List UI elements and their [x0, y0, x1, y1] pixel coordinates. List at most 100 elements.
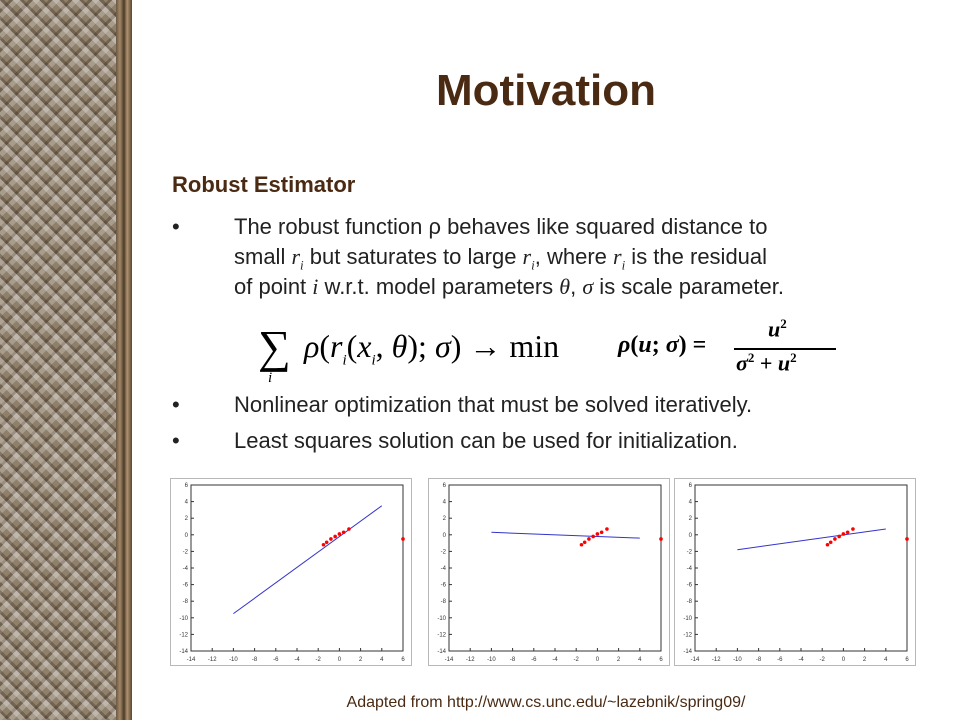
y-tick-label: -10: [179, 616, 188, 622]
x-tick-label: -2: [316, 657, 322, 663]
y-tick-label: -14: [437, 649, 446, 655]
plot-2: -14 -12 -10 -8 -6 -4 -2 0 2 4 6 6 4 2 0 -2 -4 -6 -8 -10 -12 -…: [428, 478, 670, 666]
y-tick-label: -2: [687, 549, 693, 555]
data-point: [347, 527, 351, 531]
y-tick-label: 0: [185, 533, 189, 539]
plot-frame: [448, 484, 662, 652]
sidebar-texture: [0, 0, 132, 720]
x-tick-label: -2: [820, 657, 826, 663]
plot-1: -14 -12 -10 -8 -6 -4 -2 0 2 4 6 6 4 2 0 -2 -4 -6 -8 -10 -12 -…: [170, 478, 412, 666]
y-tick-label: -4: [183, 566, 189, 572]
fit-line: [737, 528, 886, 551]
x-tick-label: -4: [294, 657, 300, 663]
math-theta: θ: [559, 274, 571, 299]
x-tick-label: 6: [905, 657, 909, 663]
data-point: [841, 532, 846, 536]
y-tick-label: -6: [441, 583, 447, 589]
sum-body: ρ(ri(xi, θ); σ) → min: [304, 328, 560, 369]
data-point: [825, 542, 830, 547]
formula-sum-rho: ∑ i ρ(ri(xi, θ); σ) → min: [258, 318, 588, 388]
text-segment: , where: [534, 244, 613, 269]
x-tick-label: 0: [338, 657, 342, 663]
data-point: [845, 530, 850, 535]
x-tick-label: -14: [187, 657, 196, 663]
y-tick-label: -6: [687, 583, 693, 589]
data-point: [401, 537, 405, 541]
data-point: [828, 540, 833, 545]
data-point: [851, 527, 855, 531]
y-tick-label: -10: [437, 616, 446, 622]
bullet-dot: •: [172, 214, 180, 239]
slide-title: Motivation: [436, 66, 656, 115]
y-tick-label: 4: [443, 500, 447, 506]
text-segment: The robust function ρ behaves like squar…: [234, 214, 768, 239]
text-segment: small: [234, 244, 292, 269]
bullet-line-3: of point i w.r.t. model parameters θ, σ …: [234, 272, 784, 302]
rho-lhs: ρ(u; σ) =: [618, 332, 707, 358]
data-point: [837, 534, 841, 539]
data-point: [599, 530, 604, 535]
x-tick-label: -10: [733, 657, 742, 663]
x-tick-label: -14: [445, 657, 454, 663]
sum-symbol: ∑: [258, 321, 291, 372]
x-tick-label: 0: [842, 657, 846, 663]
y-tick-label: 4: [185, 500, 189, 506]
x-tick-label: 0: [596, 657, 600, 663]
y-tick-label: -2: [183, 549, 189, 555]
data-point: [321, 542, 326, 547]
y-tick-label: -8: [183, 599, 189, 605]
text-segment: ,: [570, 274, 583, 299]
source-credit: Adapted from http://www.cs.unc.edu/~laze…: [346, 694, 746, 711]
x-tick-label: -12: [712, 657, 721, 663]
text-segment: but saturates to large: [303, 244, 523, 269]
plot-2-svg: -14 -12 -10 -8 -6 -4 -2 0 2 4 6 6 4 2 0 -2 -4 -6 -8 -10 -12 -…: [437, 483, 663, 663]
x-tick-label: 4: [380, 657, 384, 663]
data-point: [333, 534, 337, 539]
bullet-robust-function: • The robust function ρ behaves like squ…: [172, 212, 912, 306]
y-tick-label: 6: [689, 483, 693, 489]
fit-line: [491, 531, 640, 539]
data-point: [324, 540, 329, 545]
data-point: [659, 537, 663, 541]
bullet-dot: •: [172, 392, 180, 417]
y-tick-label: -10: [683, 616, 692, 622]
y-tick-label: 0: [443, 533, 447, 539]
x-tick-label: -12: [466, 657, 475, 663]
math-sigma: σ: [582, 274, 594, 299]
y-tick-label: -12: [683, 632, 692, 638]
text-segment: w.r.t. model parameters: [318, 274, 560, 299]
x-tick-label: -10: [487, 657, 496, 663]
bullet-line-1: The robust function ρ behaves like squar…: [234, 212, 768, 242]
y-tick-label: -6: [183, 583, 189, 589]
data-point: [595, 532, 600, 536]
x-tick-label: -8: [756, 657, 762, 663]
bullet-text: Least squares solution can be used for i…: [234, 428, 738, 453]
math-r-i: ri: [613, 244, 626, 273]
bullet-least-squares: • Least squares solution can be used for…: [172, 426, 912, 456]
slide-subtitle: Robust Estimator: [172, 172, 356, 197]
x-tick-label: 2: [863, 657, 867, 663]
y-tick-label: -12: [437, 632, 446, 638]
y-tick-label: 6: [443, 483, 447, 489]
x-tick-label: 2: [617, 657, 621, 663]
sidebar-edge: [116, 0, 132, 720]
x-tick-label: 4: [884, 657, 888, 663]
formula-rho-definition: ρ(u; σ) = u2 σ2 + u2: [618, 316, 838, 380]
plot-3-svg: -14 -12 -10 -8 -6 -4 -2 0 2 4 6 6 4 2 0 -2 -4 -6 -8 -10 -12 -…: [683, 483, 909, 663]
x-tick-label: -4: [798, 657, 804, 663]
sum-index: i: [268, 370, 273, 386]
y-tick-label: -12: [179, 632, 188, 638]
x-tick-label: -8: [510, 657, 516, 663]
plot-1-svg: -14 -12 -10 -8 -6 -4 -2 0 2 4 6 6 4 2 0 -2 -4 -6 -8 -10 -12 -…: [179, 483, 405, 663]
bullet-dot: •: [172, 428, 180, 453]
math-i: i: [312, 274, 319, 299]
bullet-nonlinear: • Nonlinear optimization that must be so…: [172, 390, 912, 420]
rho-numerator: u2: [768, 316, 787, 342]
text-segment: is the residual: [625, 244, 768, 269]
data-point: [591, 534, 595, 539]
x-tick-label: 2: [359, 657, 363, 663]
data-point: [605, 527, 609, 531]
x-tick-label: -10: [229, 657, 238, 663]
math-r-i: ri: [291, 244, 304, 273]
x-tick-label: -4: [552, 657, 558, 663]
